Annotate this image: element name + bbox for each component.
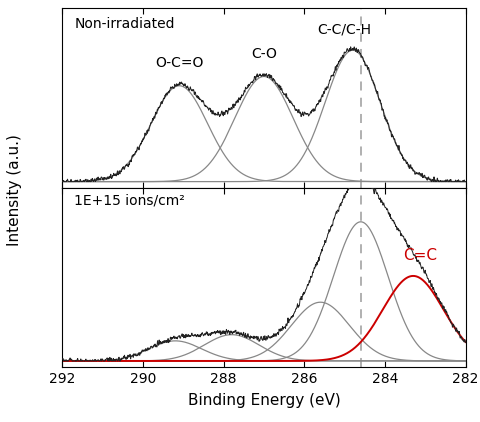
Text: Non-irradiated: Non-irradiated: [74, 17, 175, 31]
Text: Intensity (a.u.): Intensity (a.u.): [7, 134, 22, 246]
Text: 1E+15 ions/cm²: 1E+15 ions/cm²: [74, 193, 185, 207]
Text: C=C: C=C: [403, 249, 437, 263]
X-axis label: Binding Energy (eV): Binding Energy (eV): [188, 393, 340, 408]
Text: C-C/C-H: C-C/C-H: [318, 22, 372, 36]
Text: O-C=O: O-C=O: [155, 56, 204, 70]
Text: C-O: C-O: [251, 47, 277, 61]
